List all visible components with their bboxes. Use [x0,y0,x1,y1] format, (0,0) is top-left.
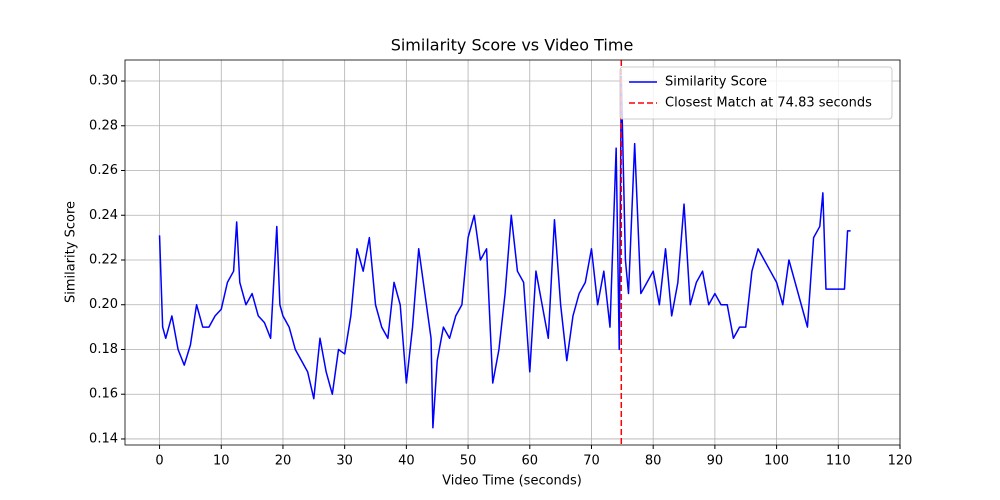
x-tick-label: 120 [888,454,913,469]
y-tick-label: 0.26 [89,163,118,178]
x-tick-label: 30 [336,454,353,469]
plot-frame [124,59,901,446]
legend-box [619,66,893,120]
x-tick-label: 100 [764,454,789,469]
x-tick-label: 20 [275,454,292,469]
x-tick-label: 110 [826,454,851,469]
y-tick-label: 0.16 [89,387,118,402]
x-axis-label: Video Time (seconds) [442,474,582,489]
y-axis-label: Similarity Score [64,201,79,303]
chart-title: Similarity Score vs Video Time [391,36,634,55]
legend-label: Closest Match at 74.83 seconds [665,96,872,111]
y-tick-label: 0.20 [89,297,118,312]
data-line [158,75,851,429]
y-tick-label: 0.30 [89,74,118,89]
legend-label: Similarity Score [665,75,767,90]
x-tick-label: 90 [707,454,724,469]
x-tick-label: 60 [522,454,539,469]
x-tick-label: 40 [398,454,415,469]
x-tick-label: 0 [155,454,163,469]
x-tick-label: 50 [460,454,477,469]
y-tick-label: 0.24 [89,208,118,223]
y-tick-label: 0.22 [89,252,118,267]
x-tick-label: 80 [645,454,662,469]
y-tick-label: 0.18 [89,342,118,357]
x-tick-label: 10 [213,454,230,469]
x-tick-label: 70 [583,454,600,469]
y-tick-label: 0.28 [89,118,118,133]
y-tick-label: 0.14 [89,431,118,446]
